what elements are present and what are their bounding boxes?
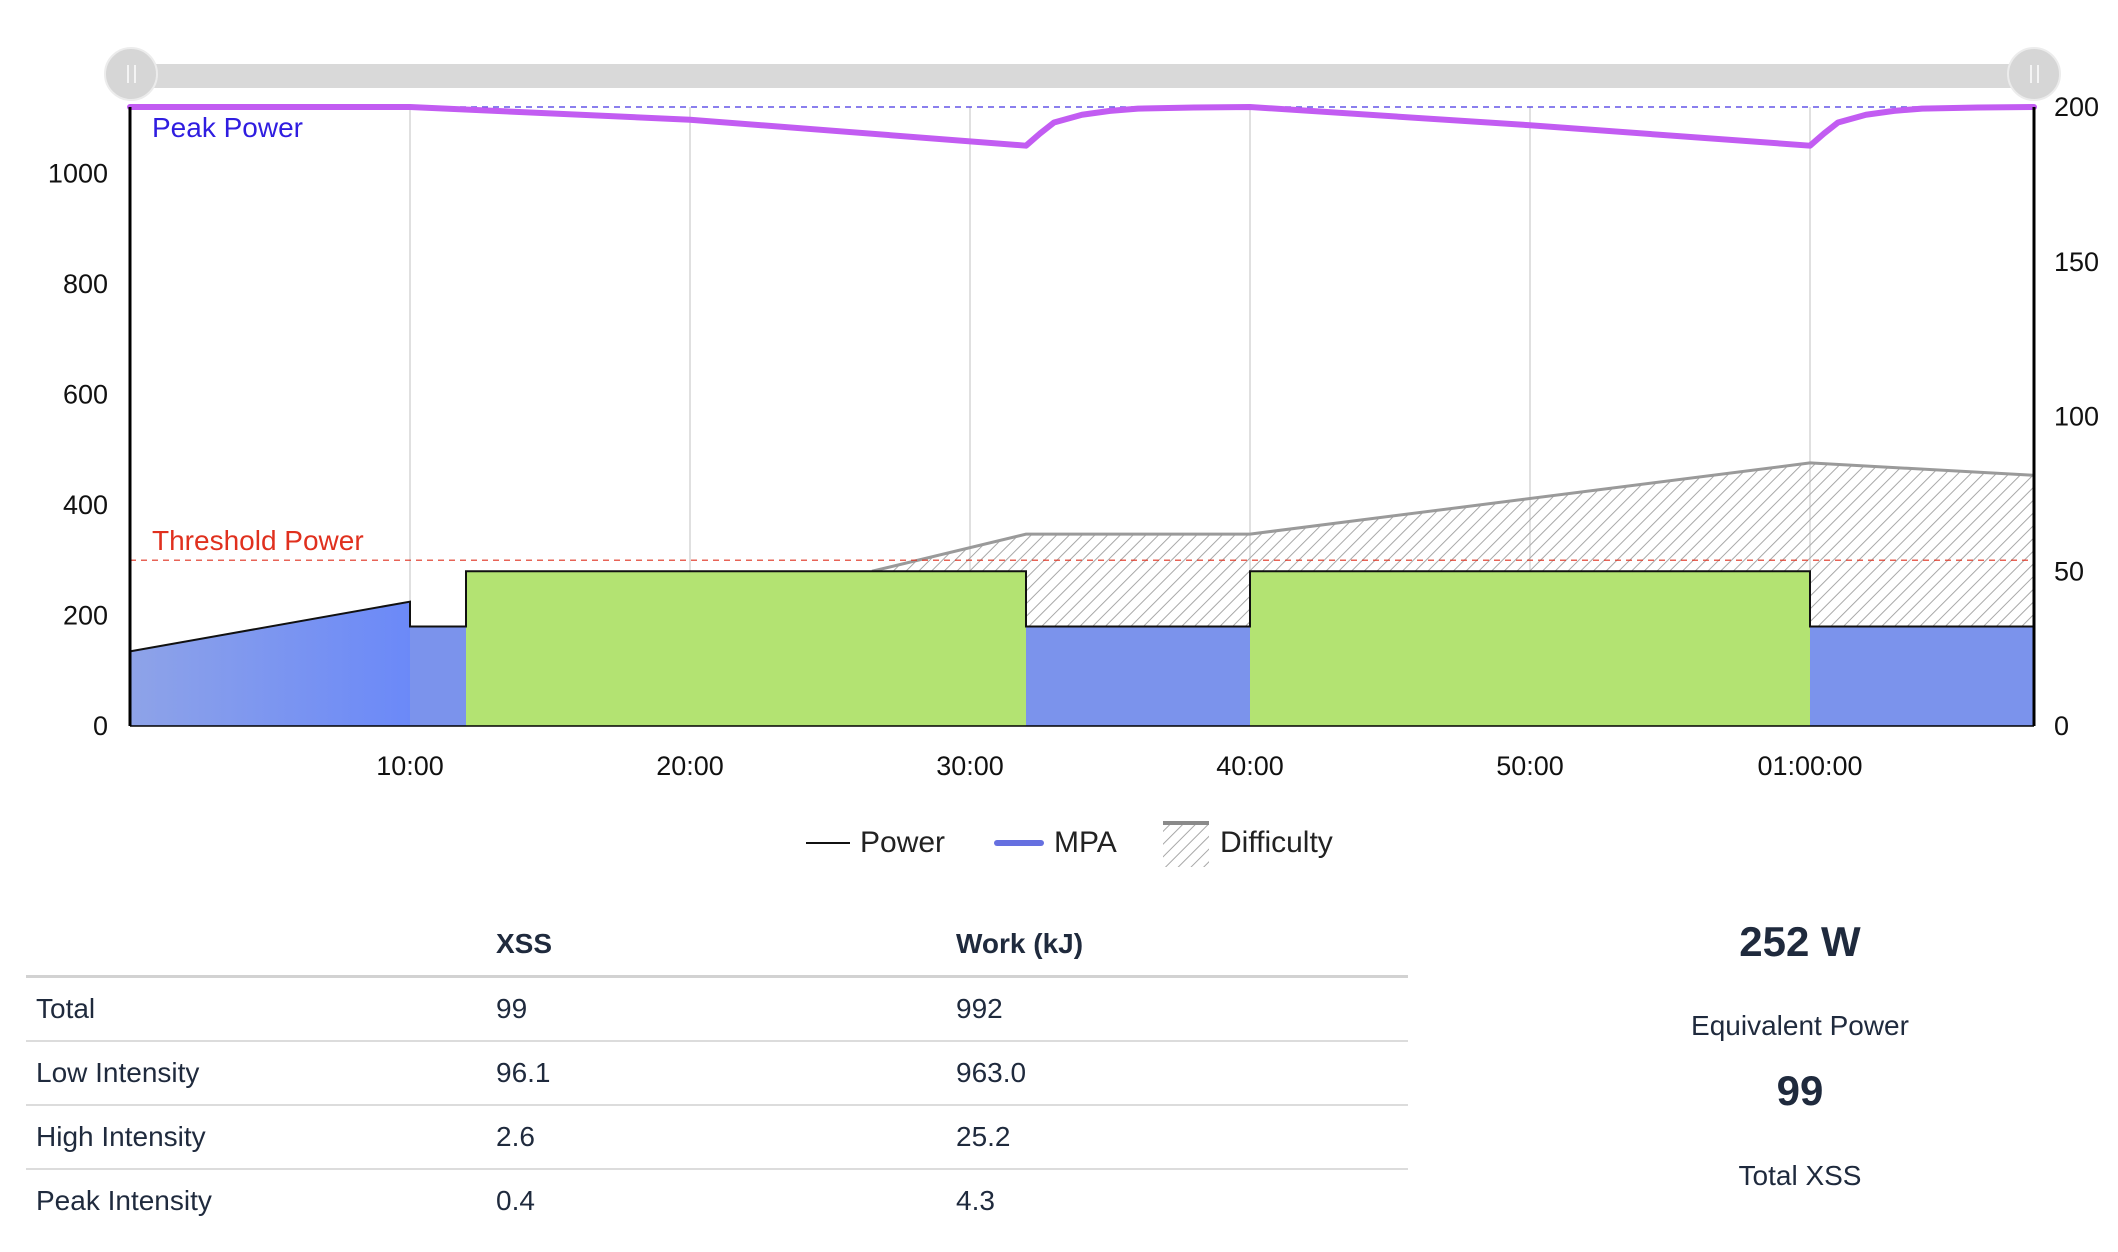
x-tick-label: 01:00:00 [1757,751,1862,781]
y-left-tick-label: 1000 [48,158,108,188]
y-left-tick-label: 200 [63,600,108,630]
equivalent-power-label: Equivalent Power [1691,1010,1909,1041]
x-tick-label: 40:00 [1216,751,1284,781]
y-left-tick-label: 400 [63,490,108,520]
row-label: Low Intensity [26,1041,486,1106]
y-left-tick-label: 800 [63,269,108,299]
total-xss-label: Total XSS [1738,1160,1862,1191]
y-left-tick-label: 0 [93,711,108,741]
x-tick-label: 20:00 [656,751,724,781]
table-header-row: XSS Work (kJ) [26,913,1408,978]
workout-power-chart: Peak Power Threshold Power 0 200 400 600 800 1… [48,92,2099,781]
total-xss-value: 99 [1776,1067,1824,1114]
thick-line-swatch-icon [994,840,1044,846]
reference-line-label: Threshold Power [152,525,364,556]
power-block-low-intensity [1026,626,1250,726]
y-left-tick-label: 600 [63,379,108,409]
mpa-line [127,104,2037,149]
y-right-tick-label: 150 [2054,247,2099,277]
row-xss: 96.1 [486,1041,946,1106]
reference-line-label: Peak Power [152,112,303,143]
difficulty-line [871,461,2035,573]
power-block-high-intensity [1250,571,1810,726]
row-work: 4.3 [956,1185,995,1216]
range-slider-right-handle[interactable] [2007,47,2061,101]
table-row: Peak Intensity 0.4 4.3 [26,1169,1408,1232]
range-slider-track[interactable] [130,64,2034,88]
intensity-stats-table: XSS Work (kJ) Total 99 992 Low Intensity… [26,913,1408,1232]
x-tick-label: 50:00 [1496,751,1564,781]
row-work: 25.2 [946,1105,1408,1170]
row-work: 963.0 [946,1041,1408,1106]
legend-item-difficulty[interactable]: Difficulty [1162,818,1333,868]
legend-label-power: Power [860,826,946,859]
x-tick-label: 10:00 [376,751,444,781]
table-row: Low Intensity 96.1 963.0 [26,1041,1408,1106]
power-block-low-intensity [1810,626,2034,726]
hatched-swatch-icon [1163,821,1209,867]
y-right-tick-label: 0 [2054,711,2069,741]
row-xss: 99 [486,976,946,1042]
row-xss: 0.4 [496,1185,535,1216]
legend-label-difficulty: Difficulty [1220,826,1333,859]
line-swatch-icon [806,842,850,844]
row-work: 992 [946,976,1408,1042]
x-tick-label: 30:00 [936,751,1004,781]
power-block-ramp [130,601,410,726]
row-label: Total [26,976,486,1042]
equivalent-power-value: 252 W [1739,918,1861,965]
legend-item-mpa[interactable]: MPA [994,818,1117,868]
legend-item-power[interactable]: Power [806,818,945,868]
range-slider-left-handle[interactable] [104,47,158,101]
table-header-xss: XSS [486,913,946,978]
table-header-blank [26,913,486,978]
chart-legend: Power MPA Difficulty [0,818,2118,868]
power-block-high-intensity [466,571,1026,726]
row-xss: 2.6 [486,1105,946,1170]
grip-icon [126,65,136,83]
power-line [129,570,2034,653]
row-label: Peak Intensity [36,1185,212,1216]
grip-icon [2029,65,2039,83]
legend-label-mpa: MPA [1054,826,1117,859]
row-label: High Intensity [26,1105,486,1170]
table-row: Total 99 992 [26,976,1408,1042]
y-right-tick-label: 100 [2054,402,2099,432]
y-right-tick-label: 50 [2054,556,2084,586]
y-right-tick-label: 200 [2054,92,2099,122]
table-row: High Intensity 2.6 25.2 [26,1105,1408,1170]
table-header-work: Work (kJ) [946,913,1408,978]
power-block-low-intensity [410,626,466,726]
